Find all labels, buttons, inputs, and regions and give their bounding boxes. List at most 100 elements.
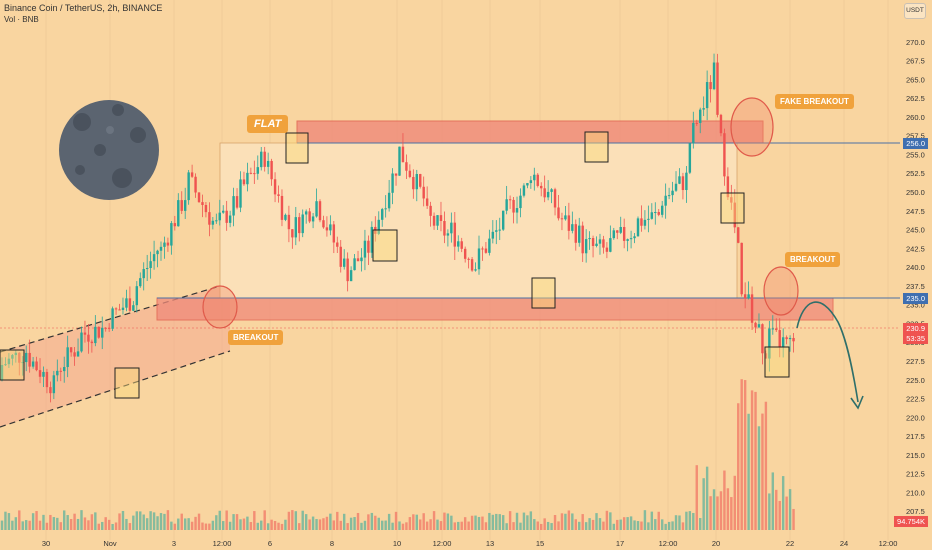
volume-bar xyxy=(183,518,187,530)
volume-bar xyxy=(567,510,571,530)
volume-bar xyxy=(377,517,380,530)
candle-body xyxy=(726,176,730,198)
volume-bar xyxy=(215,515,218,530)
candle-body xyxy=(474,269,477,271)
time-axis[interactable]: 30 Nov 3 12:00 6 8 10 12:00 13 15 17 12:00 20 22 24 12:… xyxy=(42,539,898,548)
candle-body xyxy=(512,199,515,213)
candle-body xyxy=(101,327,104,338)
volume-bar xyxy=(294,511,298,530)
candle-body xyxy=(685,172,688,191)
volume-bar xyxy=(152,512,156,530)
candle-body xyxy=(443,220,446,236)
candle-body xyxy=(757,324,761,328)
candle-body xyxy=(740,242,743,295)
candle-body xyxy=(571,224,574,231)
volume-bar xyxy=(329,513,332,530)
volume-bar xyxy=(463,517,467,530)
candle-body xyxy=(0,364,4,380)
volume-bar xyxy=(515,512,519,530)
volume-bar xyxy=(781,476,785,530)
candle-body xyxy=(654,212,657,214)
moon-icon xyxy=(59,100,159,200)
candle-body xyxy=(325,227,329,231)
candle-body xyxy=(660,205,664,215)
volume-bar xyxy=(695,465,698,530)
candle-body xyxy=(398,146,401,176)
breakout-badge-right: BREAKOUT xyxy=(785,252,841,267)
time-tick-label: 17 xyxy=(616,539,624,548)
candle-body xyxy=(557,207,560,219)
candle-body xyxy=(152,254,156,262)
candle-body xyxy=(322,220,325,228)
volume-bar xyxy=(325,516,329,530)
volume-bar xyxy=(609,512,612,530)
candle-body xyxy=(643,219,647,226)
volume-bar xyxy=(408,517,412,530)
candle-body xyxy=(743,294,747,299)
candle-body xyxy=(249,172,253,174)
volume-bar xyxy=(612,523,616,530)
volume-bar xyxy=(336,511,339,530)
candle-body xyxy=(225,210,228,223)
volume-bar xyxy=(256,522,259,530)
candle-body xyxy=(574,224,577,243)
price-tick-label: 265.0 xyxy=(906,75,925,84)
volume-bar xyxy=(578,521,581,530)
price-axis[interactable]: 270.0 267.5 265.0 262.5 260.0 257.5 255.0 252.5… xyxy=(900,0,932,540)
currency-button[interactable]: USDT xyxy=(904,3,926,19)
price-tick-label: 245.0 xyxy=(906,226,925,235)
candle-body xyxy=(419,174,422,187)
flat-range-box xyxy=(219,142,738,299)
time-tick-label: 13 xyxy=(486,539,494,548)
candle-body xyxy=(304,211,308,215)
candle-body xyxy=(546,191,550,198)
candle-body xyxy=(674,183,678,191)
volume-bar xyxy=(349,517,353,530)
volume-bar xyxy=(619,519,622,530)
candle-body xyxy=(450,222,453,234)
volume-bar xyxy=(7,513,11,530)
candle-body xyxy=(602,239,605,248)
candle-body xyxy=(7,358,11,365)
volume-bar xyxy=(526,515,529,530)
volume-bar xyxy=(76,518,80,530)
candle-body xyxy=(31,361,35,367)
candle-body xyxy=(339,246,342,267)
candle-body xyxy=(118,309,121,311)
volume-bar xyxy=(536,521,539,530)
volume-bar xyxy=(425,521,429,530)
candle-body xyxy=(277,194,280,196)
volume-bar xyxy=(764,401,768,530)
candle-body xyxy=(66,347,69,368)
volume-bar xyxy=(277,522,280,530)
candle-body xyxy=(425,198,429,206)
candle-body xyxy=(215,220,218,222)
volume-bar xyxy=(49,514,52,530)
volume-bar xyxy=(747,413,750,530)
volume-bar xyxy=(574,519,577,530)
volume-bar xyxy=(712,489,716,530)
volume-bar xyxy=(73,513,76,530)
candle-body xyxy=(460,241,463,249)
volume-bar xyxy=(667,521,671,530)
candle-body xyxy=(242,179,246,185)
candle-body xyxy=(692,122,695,144)
price-tick-label: 217.5 xyxy=(906,432,925,441)
candle-body xyxy=(253,173,256,175)
candle-body xyxy=(94,326,97,344)
candle-body xyxy=(273,179,277,195)
volume-bar xyxy=(726,488,730,530)
candle-body xyxy=(712,62,716,90)
candle-body xyxy=(228,215,232,223)
volume-bar xyxy=(232,514,235,530)
candle-body xyxy=(781,337,785,348)
volume-bar xyxy=(80,510,83,530)
volume-bar xyxy=(540,523,543,530)
volume-bar xyxy=(678,515,681,530)
fake-breakout-badge: FAKE BREAKOUT xyxy=(775,94,854,109)
volume-bar xyxy=(705,466,709,530)
candle-body xyxy=(24,352,28,363)
candle-body xyxy=(778,330,781,348)
candle-body xyxy=(125,298,128,308)
